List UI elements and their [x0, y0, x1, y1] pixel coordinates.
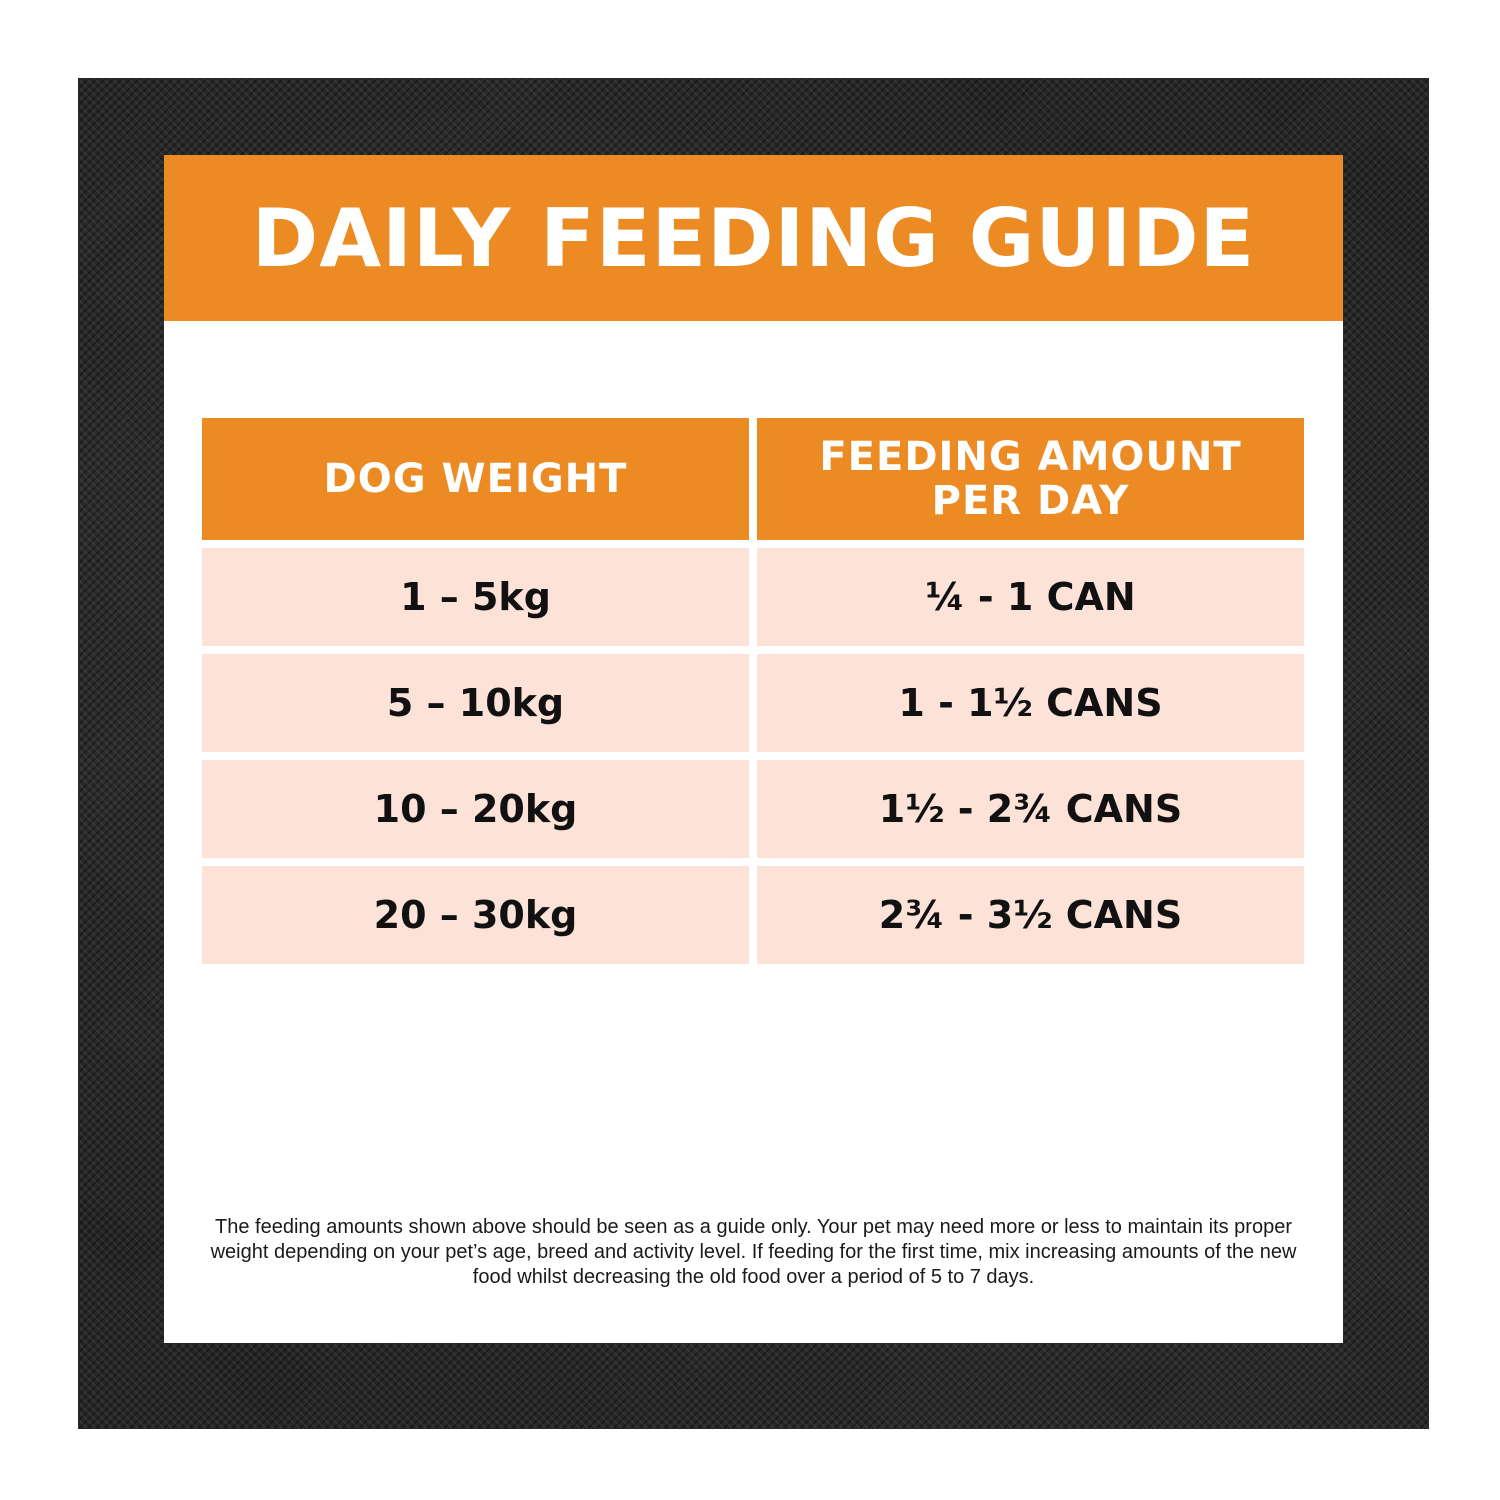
header-feeding-amount: FEEDING AMOUNT PER DAY: [757, 418, 1304, 540]
weight-cell: 20 – 30kg: [202, 866, 749, 964]
weight-cell: 10 – 20kg: [202, 760, 749, 858]
weight-cell: 5 – 10kg: [202, 654, 749, 752]
table-row: 20 – 30kg 2¾ - 3½ CANS: [202, 866, 1304, 964]
page-title: DAILY FEEDING GUIDE: [251, 191, 1256, 285]
amount-cell: 1½ - 2¾ CANS: [757, 760, 1304, 858]
footnote: The feeding amounts shown above should b…: [210, 1216, 1297, 1288]
table-header-row: DOG WEIGHT FEEDING AMOUNT PER DAY: [202, 418, 1304, 540]
header-dog-weight: DOG WEIGHT: [202, 418, 749, 540]
table-row: 5 – 10kg 1 - 1½ CANS: [202, 654, 1304, 752]
weight-cell: 1 – 5kg: [202, 548, 749, 646]
feeding-table: DOG WEIGHT FEEDING AMOUNT PER DAY 1 – 5k…: [202, 418, 1304, 972]
title-banner: DAILY FEEDING GUIDE: [164, 155, 1343, 321]
table-row: 10 – 20kg 1½ - 2¾ CANS: [202, 760, 1304, 858]
header-feeding-amount-line2: PER DAY: [931, 478, 1130, 524]
amount-cell: ¼ - 1 CAN: [757, 548, 1304, 646]
amount-cell: 1 - 1½ CANS: [757, 654, 1304, 752]
feeding-guide-card: DAILY FEEDING GUIDE DOG WEIGHT FEEDING A…: [164, 155, 1343, 1343]
amount-cell: 2¾ - 3½ CANS: [757, 866, 1304, 964]
header-feeding-amount-line1: FEEDING AMOUNT: [819, 434, 1242, 480]
table-row: 1 – 5kg ¼ - 1 CAN: [202, 548, 1304, 646]
